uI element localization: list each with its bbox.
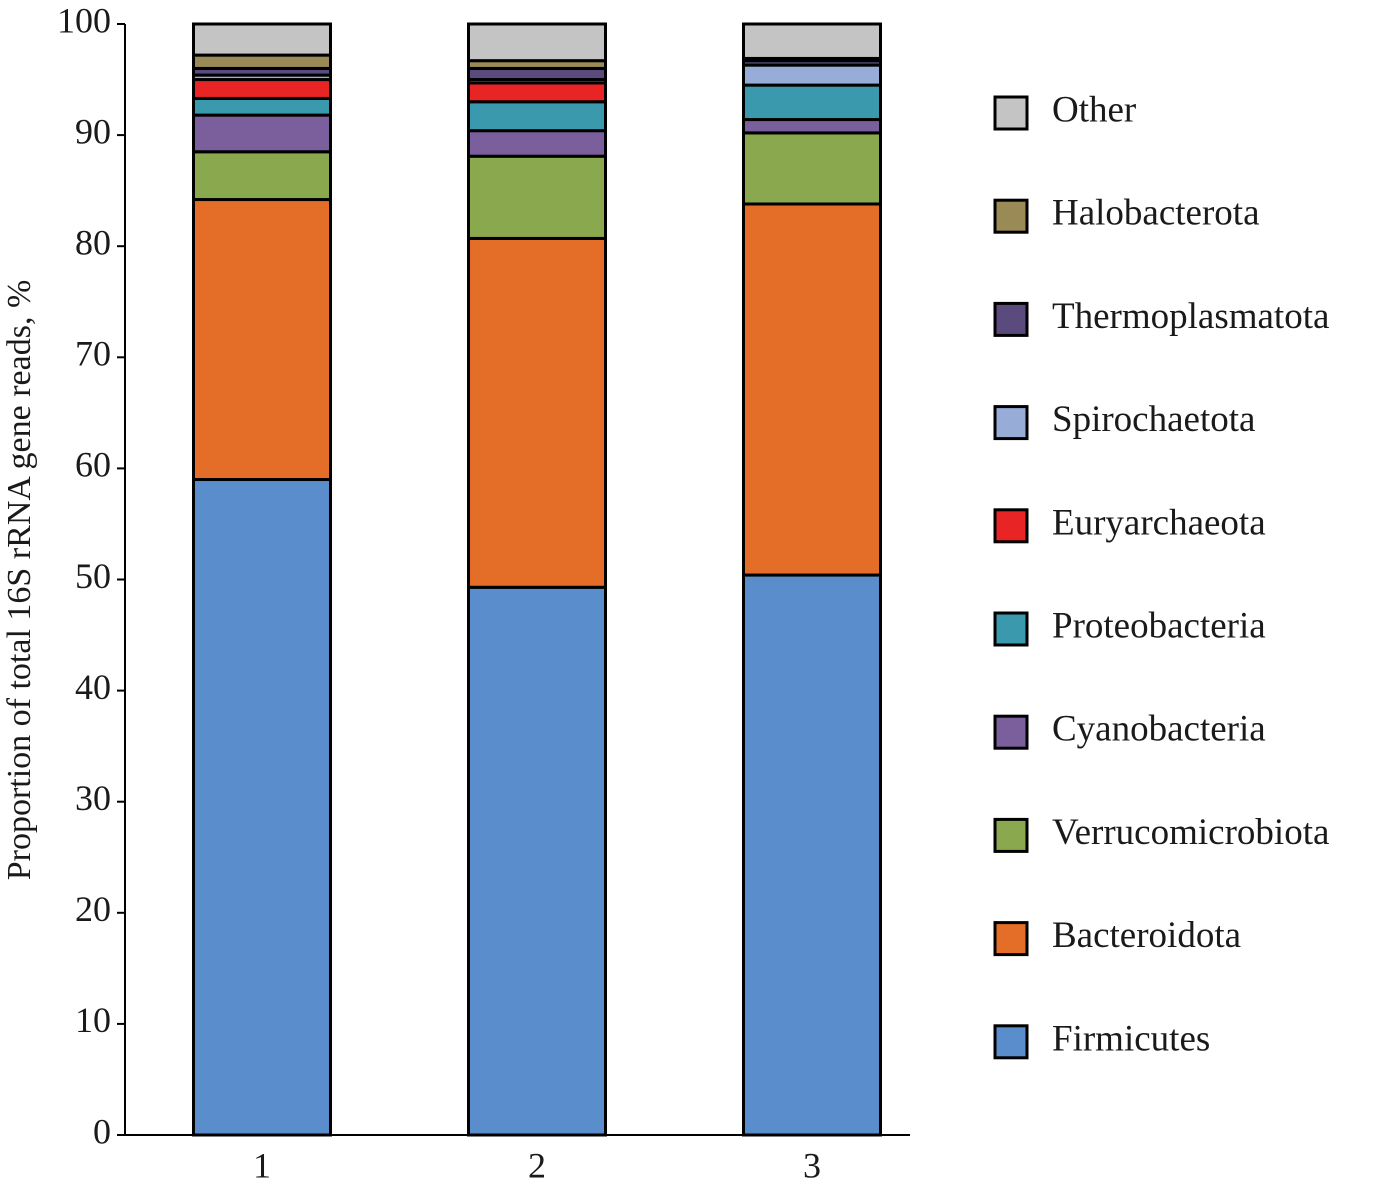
legend-swatch	[993, 301, 1029, 337]
bar-segment	[192, 53, 332, 70]
bar-segment	[467, 154, 607, 240]
y-tick-label: 50	[75, 556, 111, 596]
bar-segment	[742, 202, 882, 577]
legend-label: Firmicutes	[1052, 1018, 1210, 1059]
legend-label: Bacteroidota	[1052, 915, 1241, 956]
y-tick-label: 40	[75, 667, 111, 707]
bar-segment	[467, 66, 607, 82]
bar-segment	[742, 573, 882, 1137]
y-tick-label: 100	[57, 0, 111, 40]
legend-swatch	[993, 817, 1029, 853]
bar-segment	[192, 198, 332, 482]
legend-swatch	[993, 198, 1029, 234]
legend-swatch	[993, 1024, 1029, 1060]
bar-segment	[742, 63, 882, 87]
legend-label: Halobacterota	[1052, 193, 1260, 234]
bar-segment	[192, 96, 332, 117]
legend-label: Other	[1052, 89, 1136, 130]
legend-swatch	[993, 921, 1029, 957]
x-tick-label: 3	[803, 1145, 821, 1185]
y-tick-label: 60	[75, 445, 111, 485]
legend-swatch	[993, 508, 1029, 544]
bar-segment	[742, 118, 882, 135]
y-tick-label: 30	[75, 778, 111, 818]
x-tick-label: 1	[253, 1145, 271, 1185]
legend-label: Verrucomicrobiota	[1052, 812, 1329, 853]
y-tick-label: 80	[75, 222, 111, 262]
legend-swatch	[993, 405, 1029, 441]
bar-segment	[742, 83, 882, 122]
y-tick-label: 0	[93, 1111, 111, 1151]
bar-segment	[192, 113, 332, 154]
bar-segment	[467, 236, 607, 589]
bar-segment	[467, 100, 607, 133]
legend-label: Cyanobacteria	[1052, 709, 1266, 750]
bar-segment	[742, 131, 882, 206]
bar-segment	[467, 81, 607, 104]
legend-swatch	[993, 714, 1029, 750]
bar-segment	[467, 22, 607, 63]
y-tick-label: 20	[75, 889, 111, 929]
bar-segment	[192, 150, 332, 202]
bar-segment	[192, 478, 332, 1137]
bar-segment	[467, 585, 607, 1137]
legend-swatch	[993, 95, 1029, 131]
legend-label: Euryarchaeota	[1052, 502, 1266, 543]
bar-segment	[467, 129, 607, 158]
y-tick-label: 10	[75, 1000, 111, 1040]
legend-swatch	[993, 611, 1029, 647]
y-axis-label: Proportion of total 16S rRNA gene reads,…	[1, 280, 38, 881]
legend-label: Proteobacteria	[1052, 605, 1266, 646]
legend-label: Thermoplasmatota	[1052, 296, 1329, 337]
legend-label: Spirochaetota	[1052, 399, 1255, 440]
bar-segment	[742, 22, 882, 60]
bar-segment	[192, 78, 332, 100]
y-tick-label: 70	[75, 334, 111, 374]
x-tick-label: 2	[528, 1145, 546, 1185]
y-tick-label: 90	[75, 111, 111, 151]
bar-segment	[192, 22, 332, 57]
